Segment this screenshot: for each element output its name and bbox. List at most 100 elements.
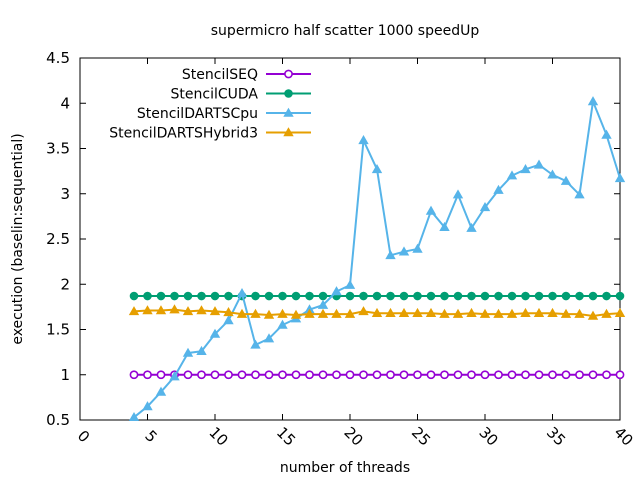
data-point bbox=[480, 370, 490, 380]
data-point bbox=[345, 291, 355, 301]
y-tick-label: 1.5 bbox=[46, 321, 70, 339]
data-point bbox=[209, 306, 221, 316]
data-point bbox=[251, 291, 260, 301]
data-point bbox=[236, 308, 248, 318]
data-point bbox=[156, 291, 166, 301]
data-point bbox=[494, 291, 503, 301]
data-point bbox=[440, 370, 449, 380]
data-point bbox=[129, 370, 139, 380]
data-point bbox=[250, 308, 261, 318]
data-point bbox=[452, 189, 464, 199]
data-point bbox=[533, 307, 545, 317]
data-point bbox=[305, 370, 314, 380]
data-point bbox=[291, 291, 301, 301]
data-point bbox=[344, 308, 356, 318]
data-point bbox=[614, 307, 626, 317]
data-point bbox=[601, 129, 612, 139]
data-point bbox=[331, 308, 342, 318]
data-point bbox=[615, 291, 625, 301]
data-point bbox=[250, 339, 261, 349]
data-point bbox=[128, 306, 140, 316]
data-point bbox=[439, 221, 450, 232]
data-point bbox=[561, 370, 571, 380]
y-tick-label: 4.5 bbox=[46, 49, 70, 67]
data-point bbox=[575, 291, 584, 301]
data-point bbox=[304, 308, 315, 318]
data-point bbox=[169, 371, 180, 381]
data-point bbox=[183, 370, 193, 380]
x-tick-label: 25 bbox=[408, 423, 434, 449]
data-point bbox=[466, 222, 477, 232]
series-StencilDARTSHybrid3 bbox=[128, 304, 626, 320]
data-point bbox=[587, 310, 599, 320]
legend-label: StencilDARTSCpu bbox=[137, 106, 258, 122]
data-point bbox=[317, 299, 329, 309]
x-tick-label: 20 bbox=[340, 423, 366, 449]
y-tick-label: 2.5 bbox=[46, 230, 70, 248]
data-point bbox=[479, 308, 491, 318]
data-point bbox=[534, 291, 544, 301]
data-point bbox=[278, 291, 287, 301]
data-point bbox=[452, 308, 464, 318]
data-point bbox=[615, 370, 625, 380]
legend-swatch-marker bbox=[284, 69, 293, 79]
y-tick-label: 3 bbox=[60, 185, 70, 203]
data-point bbox=[412, 243, 423, 253]
data-point bbox=[413, 370, 422, 380]
data-point bbox=[291, 370, 301, 380]
data-point bbox=[183, 291, 193, 301]
data-point bbox=[602, 370, 611, 380]
data-point bbox=[210, 370, 220, 380]
data-point bbox=[507, 291, 517, 301]
data-point bbox=[602, 291, 611, 301]
data-point bbox=[520, 307, 531, 317]
data-point bbox=[197, 370, 206, 380]
legend-label: StencilDARTSHybrid3 bbox=[109, 126, 258, 142]
data-point bbox=[332, 370, 341, 380]
data-point bbox=[398, 307, 410, 317]
data-point bbox=[614, 173, 626, 183]
data-point bbox=[197, 291, 206, 301]
data-point bbox=[318, 370, 328, 380]
data-point bbox=[574, 308, 585, 318]
data-point bbox=[209, 328, 221, 338]
data-point bbox=[453, 291, 463, 301]
data-point bbox=[224, 370, 233, 380]
data-point bbox=[196, 305, 207, 315]
data-point bbox=[182, 347, 194, 357]
data-point bbox=[534, 370, 544, 380]
data-point bbox=[386, 291, 395, 301]
data-point bbox=[385, 307, 396, 317]
data-point bbox=[587, 96, 599, 106]
series-StencilSEQ bbox=[129, 370, 625, 380]
data-point bbox=[251, 370, 260, 380]
y-tick-label: 2 bbox=[60, 275, 70, 293]
data-point bbox=[493, 308, 504, 318]
data-point bbox=[345, 370, 355, 380]
data-point bbox=[493, 184, 504, 194]
data-point bbox=[237, 370, 247, 380]
data-point bbox=[507, 370, 517, 380]
data-point bbox=[358, 306, 369, 316]
data-point bbox=[399, 370, 409, 380]
plot-area: 0.5 1 1.5 2 2.5 3 3.5 4 4.5 0 5 10 15 20 25 30 35 40 bbox=[46, 49, 637, 450]
data-point bbox=[547, 169, 558, 179]
x-tick-label: 15 bbox=[273, 423, 299, 449]
data-point bbox=[494, 370, 503, 380]
data-point bbox=[182, 306, 194, 316]
chart-title: supermicro half scatter 1000 speedUp bbox=[211, 23, 480, 39]
data-point bbox=[224, 291, 233, 301]
data-point bbox=[196, 345, 207, 355]
data-point bbox=[548, 370, 557, 380]
data-point bbox=[264, 291, 274, 301]
data-point bbox=[264, 370, 274, 380]
data-point bbox=[467, 291, 476, 301]
data-point bbox=[467, 370, 476, 380]
data-point bbox=[371, 307, 383, 317]
y-axis: 0.5 1 1.5 2 2.5 3 3.5 4 4.5 bbox=[46, 49, 620, 429]
data-point bbox=[439, 308, 450, 318]
data-point bbox=[371, 164, 383, 174]
legend-swatch-marker bbox=[284, 89, 293, 98]
data-point bbox=[155, 305, 167, 315]
